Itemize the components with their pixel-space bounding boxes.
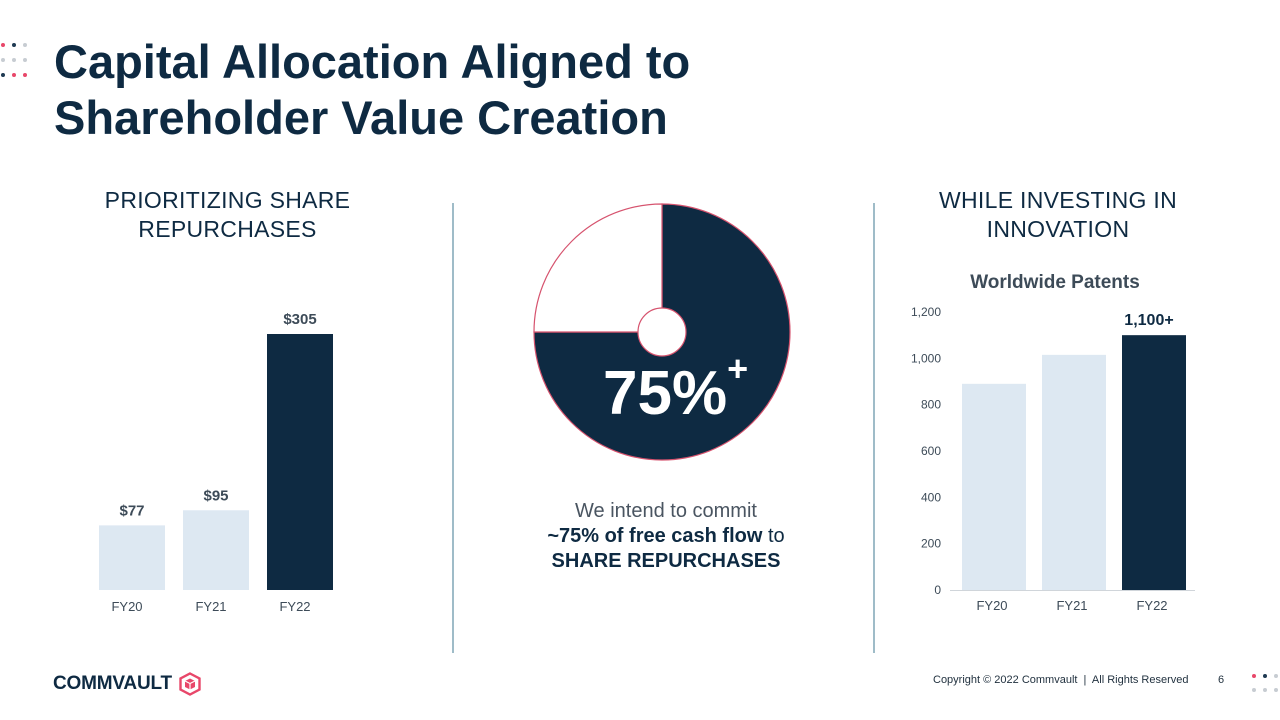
bar-fy21 xyxy=(183,510,249,590)
x-tick-label: FY21 xyxy=(195,599,226,614)
left-heading-line-1: PRIORITIZING SHARE xyxy=(104,187,351,213)
patent-x-tick-label: FY22 xyxy=(1136,598,1167,613)
fcf-allocation-pie xyxy=(533,203,791,461)
pie-percentage-suffix: + xyxy=(727,348,749,389)
left-section-heading: PRIORITIZING SHARE REPURCHASES xyxy=(90,186,365,244)
patents-chart: 0 200 400 600 800 1,000 1,200 FY20 FY21 1,100+ FY2… xyxy=(911,305,1195,613)
right-heading-line-2: INNOVATION xyxy=(986,216,1130,242)
y-tick-label: 1,200 xyxy=(911,305,941,319)
share-repurchase-chart: $77 FY20 $95 FY21 $305 FY22 xyxy=(99,311,333,614)
divider-left xyxy=(452,203,454,653)
x-tick-label: FY22 xyxy=(279,599,310,614)
left-heading-line-2: REPURCHASES xyxy=(138,216,317,242)
right-heading-line-1: WHILE INVESTING IN xyxy=(939,187,1177,213)
y-tick-label: 800 xyxy=(921,398,941,412)
commvault-logo: COMMVAULT xyxy=(53,672,202,696)
data-label-fy22: $305 xyxy=(283,311,316,328)
bar-fy20 xyxy=(99,525,165,590)
patent-data-label-fy22: 1,100+ xyxy=(1124,312,1173,329)
pie-center-hole xyxy=(637,307,687,357)
caption-line-2-rest: to xyxy=(762,525,785,547)
patents-chart-title: Worldwide Patents xyxy=(970,272,1140,293)
pie-caption: We intend to commit ~75% of free cash fl… xyxy=(516,499,816,574)
pie-percentage-label: 75%+ xyxy=(603,351,748,431)
decorative-dots-top xyxy=(0,42,32,78)
logo-wordmark: COMMVAULT xyxy=(53,673,172,694)
patent-x-tick-label: FY21 xyxy=(1056,598,1087,613)
divider-right xyxy=(873,203,875,653)
y-tick-label: 200 xyxy=(921,537,941,551)
data-label-fy21: $95 xyxy=(203,487,228,504)
patent-bar-fy21 xyxy=(1042,354,1106,590)
page-number: 6 xyxy=(1218,674,1225,686)
copyright-text: Copyright © 2022 Commvault | All Rights … xyxy=(933,674,1189,686)
caption-line-2-bold: ~75% of free cash flow xyxy=(547,525,763,547)
pie-slice-0 xyxy=(533,203,791,461)
y-tick-label: 0 xyxy=(934,583,941,597)
y-tick-label: 1,000 xyxy=(911,351,941,365)
patent-bar-fy22 xyxy=(1122,335,1186,590)
decorative-dots-bottom xyxy=(1250,672,1280,696)
cube-logo-icon xyxy=(179,672,201,696)
patent-bar-fy20 xyxy=(962,383,1026,590)
caption-line-1: We intend to commit xyxy=(575,500,757,522)
right-section-heading: WHILE INVESTING IN INNOVATION xyxy=(920,186,1196,244)
x-tick-label: FY20 xyxy=(111,599,142,614)
pie-slice-1 xyxy=(533,203,663,333)
caption-line-3: SHARE REPURCHASES xyxy=(551,550,781,572)
patent-x-tick-label: FY20 xyxy=(976,598,1007,613)
bar-fy22 xyxy=(267,334,333,590)
caption-line-2: ~75% of free cash flow to xyxy=(516,524,816,549)
title-line-2: Shareholder Value Creation xyxy=(54,91,668,144)
y-tick-label: 400 xyxy=(921,490,941,504)
y-tick-label: 600 xyxy=(921,444,941,458)
pie-percentage-value: 75% xyxy=(603,359,728,428)
title-line-1: Capital Allocation Aligned to xyxy=(54,35,691,88)
page-title: Capital Allocation Aligned to Shareholde… xyxy=(54,34,954,146)
data-label-fy20: $77 xyxy=(119,502,144,519)
